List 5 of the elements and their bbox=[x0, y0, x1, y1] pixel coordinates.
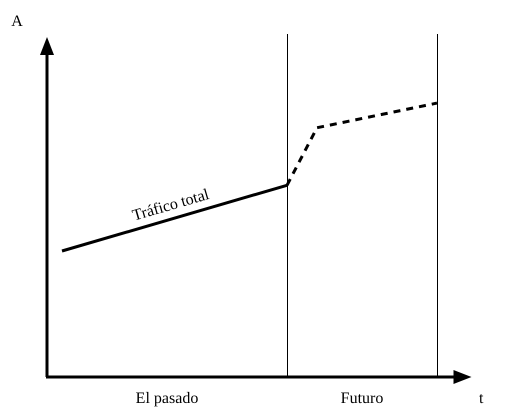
x-axis-title: t bbox=[479, 390, 484, 408]
text: Tráfico total bbox=[130, 186, 212, 225]
text: Futuro bbox=[340, 390, 384, 408]
text: El pasado bbox=[136, 390, 198, 408]
y-axis-title: A bbox=[11, 13, 24, 30]
